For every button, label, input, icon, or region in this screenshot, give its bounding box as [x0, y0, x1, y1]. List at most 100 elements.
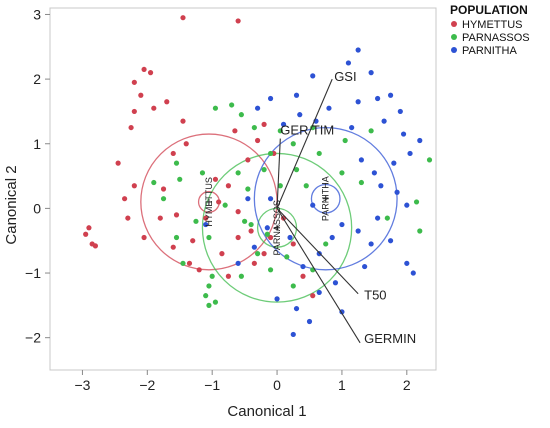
data-point [310, 202, 316, 208]
legend-marker [451, 47, 457, 53]
data-point [413, 199, 420, 205]
loading-vector [276, 208, 359, 295]
data-point [349, 124, 355, 131]
data-point [316, 251, 322, 257]
data-point [381, 118, 387, 124]
data-point [190, 238, 196, 244]
data-point [92, 243, 99, 249]
data-point [131, 79, 137, 85]
data-point [160, 196, 167, 202]
centroid-label: PARNASSOS [272, 200, 282, 255]
y-axis-title: Canonical 2 [3, 165, 20, 244]
data-point [387, 238, 394, 244]
data-point [264, 225, 270, 231]
data-point [251, 260, 257, 266]
data-point [180, 260, 186, 266]
data-point [300, 263, 306, 270]
centroid-outer-circle [201, 152, 353, 303]
data-point [310, 73, 316, 79]
data-point [293, 92, 300, 98]
data-point [164, 99, 170, 105]
data-point [245, 196, 251, 202]
data-point [326, 105, 332, 111]
data-point [426, 157, 433, 163]
data-point [138, 92, 144, 98]
data-point [368, 241, 374, 247]
data-point [303, 183, 309, 189]
data-point [404, 202, 410, 208]
data-point [358, 157, 364, 163]
data-point [332, 280, 339, 286]
data-point [280, 121, 287, 127]
data-point [225, 183, 232, 189]
data-point [199, 170, 206, 176]
data-point [290, 241, 296, 247]
x-tick-label: −2 [139, 377, 155, 393]
data-point [316, 289, 322, 296]
x-tick-label: 1 [338, 377, 346, 393]
data-point [316, 150, 322, 157]
data-point [400, 131, 407, 137]
data-point [193, 218, 199, 224]
data-point [186, 260, 193, 266]
data-point [173, 160, 180, 166]
x-axis-title: Canonical 1 [227, 403, 306, 420]
data-point [293, 305, 300, 312]
vector-label: T50 [364, 288, 386, 303]
y-tick-label: −2 [25, 330, 41, 346]
data-point [203, 293, 209, 299]
data-point [219, 251, 225, 257]
data-point [339, 170, 345, 176]
data-point [141, 234, 147, 241]
data-point [248, 228, 254, 234]
data-point [323, 241, 329, 247]
x-tick-label: −3 [74, 377, 90, 393]
data-point [290, 283, 296, 289]
data-point [245, 157, 251, 163]
data-point [131, 108, 137, 115]
data-point [173, 234, 180, 241]
data-point [342, 137, 348, 144]
data-point [368, 128, 374, 134]
plot-frame [49, 7, 437, 371]
data-point [378, 183, 384, 189]
data-point [245, 186, 251, 192]
data-point [274, 296, 280, 302]
data-point [329, 234, 335, 241]
vector-label: GERMIN [364, 331, 416, 346]
data-point [235, 209, 241, 215]
y-tick-label: 1 [33, 136, 41, 152]
data-point [284, 254, 290, 260]
data-point [235, 18, 241, 24]
data-point [264, 231, 270, 237]
data-point [358, 179, 364, 186]
data-point [355, 99, 361, 105]
data-point [216, 199, 222, 205]
data-point [254, 105, 261, 111]
data-point [310, 293, 316, 299]
data-point [287, 234, 293, 241]
data-point [83, 231, 89, 237]
data-point [235, 260, 241, 266]
data-point [404, 260, 410, 266]
data-point [267, 267, 274, 273]
data-point [277, 128, 283, 134]
data-point [141, 66, 147, 73]
data-point [160, 186, 167, 192]
data-point [345, 60, 352, 66]
data-point [180, 15, 186, 21]
data-point [355, 47, 361, 53]
data-point [115, 160, 121, 166]
data-point [206, 283, 212, 289]
centroid-outer-circle [253, 126, 398, 271]
data-point [394, 189, 400, 195]
data-point [229, 102, 235, 108]
data-point [125, 215, 131, 221]
data-point [251, 124, 257, 131]
data-point [261, 251, 267, 257]
data-point [222, 202, 228, 208]
legend-marker [451, 21, 457, 27]
data-point [157, 215, 163, 221]
